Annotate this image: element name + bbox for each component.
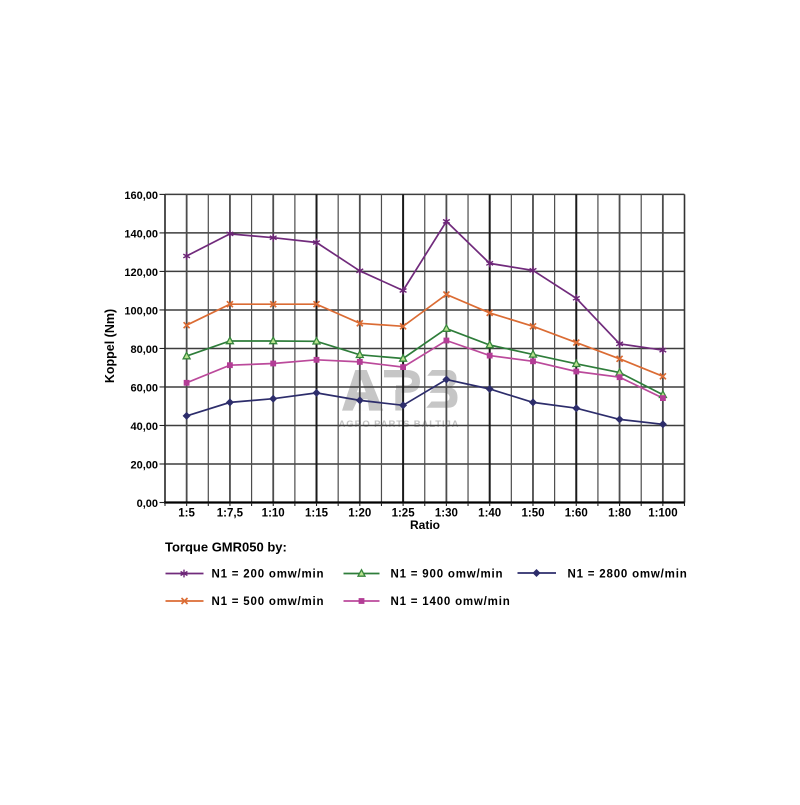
svg-text:40,00: 40,00 (130, 421, 158, 433)
svg-text:60,00: 60,00 (130, 383, 158, 395)
svg-text:1:7,5: 1:7,5 (217, 508, 244, 520)
svg-text:1:30: 1:30 (435, 508, 458, 520)
svg-text:1:25: 1:25 (392, 508, 416, 520)
svg-text:AGRO PARTS BALTIJA: AGRO PARTS BALTIJA (339, 419, 460, 430)
svg-text:1:50: 1:50 (521, 508, 544, 520)
svg-text:Koppel (Nm): Koppel (Nm) (103, 309, 117, 383)
svg-text:N1 = 2800 omw/min: N1 = 2800 omw/min (568, 569, 688, 581)
svg-text:1:5: 1:5 (178, 508, 195, 520)
svg-text:1:60: 1:60 (565, 508, 588, 520)
svg-text:N1 = 900 omw/min: N1 = 900 omw/min (391, 569, 504, 581)
svg-text:80,00: 80,00 (130, 344, 158, 356)
svg-text:160,00: 160,00 (124, 190, 158, 202)
svg-text:100,00: 100,00 (124, 305, 158, 317)
svg-text:1:10: 1:10 (262, 508, 285, 520)
svg-text:Ratio: Ratio (410, 518, 440, 532)
svg-text:N1 = 1400 omw/min: N1 = 1400 omw/min (391, 596, 511, 608)
svg-text:Torque GMR050 by:: Torque GMR050 by: (165, 540, 287, 555)
svg-text:0,00: 0,00 (137, 498, 158, 510)
svg-text:N1 = 500 omw/min: N1 = 500 omw/min (212, 596, 325, 608)
svg-text:1:80: 1:80 (608, 508, 631, 520)
svg-text:120,00: 120,00 (124, 267, 158, 279)
svg-text:20,00: 20,00 (130, 460, 158, 472)
svg-text:1:15: 1:15 (305, 508, 329, 520)
svg-text:140,00: 140,00 (124, 228, 158, 240)
svg-text:1:20: 1:20 (348, 508, 371, 520)
svg-text:1:100: 1:100 (648, 508, 677, 520)
svg-text:N1 = 200 omw/min: N1 = 200 omw/min (212, 569, 325, 581)
svg-text:1:40: 1:40 (478, 508, 501, 520)
